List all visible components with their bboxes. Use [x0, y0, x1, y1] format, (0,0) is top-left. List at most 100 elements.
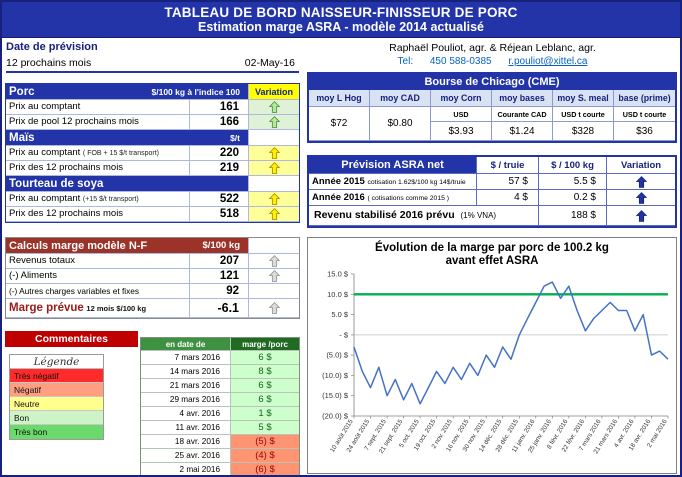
weekly-value: (5) $ — [231, 435, 299, 449]
weekly-row: 11 avr. 2016 5 $ — [141, 421, 299, 435]
weekly-date: 4 avr. 2016 — [141, 407, 231, 421]
price-row: Prix au comptant 161 — [6, 100, 299, 115]
svg-text:(20.0) $: (20.0) $ — [322, 412, 349, 421]
section-title: Porc — [9, 85, 35, 98]
asra-row: Année 2015 cotisation 1.62$/100 kg 14$/t… — [309, 174, 675, 190]
variation-cell — [249, 269, 299, 284]
cme-grid: moy L Hog moy CAD moy Corn moy bases moy S. … — [309, 90, 675, 141]
asra-stabilized-row: Revenu stabilisé 2016 prévu (1% VNA) 188 … — [309, 206, 675, 226]
margin-calc-table: Calculs marge modèle N-F $/100 kg Revenus … — [5, 237, 300, 319]
asra-value-100kg: 0.2 $ — [539, 190, 607, 206]
price-row: Prix des 12 prochains mois 518 — [6, 207, 299, 222]
svg-text:5.0 $: 5.0 $ — [331, 310, 349, 319]
price-section-header: Tourteau de soya — [6, 176, 299, 192]
svg-text:10.0 $: 10.0 $ — [327, 290, 349, 299]
asra-value-truie: 4 $ — [477, 190, 539, 206]
cme-value: $0.80 — [370, 107, 431, 141]
variation-cell — [607, 206, 675, 226]
asra-stabilized-value: 188 $ — [539, 206, 607, 226]
variation-cell — [607, 190, 675, 206]
weekly-row: 29 mars 2016 6 $ — [141, 393, 299, 407]
margin-line-chart: 15.0 $ 10.0 $ 5.0 $ - $ (5.0) $ (10.0) $ (15.0… — [322, 270, 669, 456]
svg-text:15.0 $: 15.0 $ — [327, 270, 349, 279]
margin-table-header: Calculs marge modèle N-F $/100 kg — [6, 238, 299, 254]
margin-title: Calculs marge modèle N-F — [9, 239, 148, 252]
price-label: Prix des 12 prochains mois — [6, 207, 190, 222]
contact-links: Tel: 450 588-0385 r.pouliot@xittel.ca — [304, 56, 680, 67]
forecast-row: 12 prochains mois 02-May-16 — [6, 55, 299, 73]
margin-row: (-) Aliments 121 — [6, 269, 299, 284]
asra-value-100kg: 5.5 $ — [539, 174, 607, 190]
variation-cell — [249, 207, 299, 222]
asra-value-truie: 57 $ — [477, 174, 539, 190]
variation-cell — [249, 299, 299, 318]
variation-cell — [249, 146, 299, 161]
margin-row: (-) Autres charges variables et fixes 92 — [6, 284, 299, 299]
margin-label: Revenus totaux — [6, 254, 190, 269]
weekly-date: 7 mars 2016 — [141, 351, 231, 365]
variation-cell — [249, 192, 299, 207]
variation-cell — [249, 115, 299, 130]
legend-item: Très négatif — [10, 369, 103, 383]
up-arrow-icon — [268, 193, 280, 205]
margin-row: Marge prévue 12 mois $/100 kg -6.1 — [6, 299, 299, 318]
weekly-date: 29 mars 2016 — [141, 393, 231, 407]
weekly-header: en date de marge /porc — [141, 338, 299, 351]
weekly-row: 4 avr. 2016 1 $ — [141, 407, 299, 421]
section-unit: $/t — [230, 132, 240, 143]
price-value: 166 — [190, 115, 249, 130]
weekly-value: 6 $ — [231, 351, 299, 365]
weekly-date: 14 mars 2016 — [141, 365, 231, 379]
weekly-value: (6) $ — [231, 463, 299, 475]
email-link[interactable]: r.pouliot@xittel.ca — [508, 56, 588, 67]
variation-cell — [249, 161, 299, 176]
up-arrow-icon — [268, 255, 280, 267]
phone-number[interactable]: 450 588-0385 — [429, 56, 492, 67]
variation-header-empty — [249, 176, 299, 192]
margin-label: (-) Aliments — [6, 269, 190, 284]
weekly-value: 8 $ — [231, 365, 299, 379]
legend-item: Bon — [10, 411, 103, 425]
asra-stabilized-label: Revenu stabilisé 2016 prévu (1% VNA) — [309, 206, 539, 226]
margin-value: -6.1 — [190, 299, 249, 318]
weekly-value: 6 $ — [231, 393, 299, 407]
weekly-value-header: marge /porc — [231, 338, 299, 351]
margin-label: Marge prévue 12 mois $/100 kg — [6, 299, 190, 318]
asra-title: Prévision ASRA net — [309, 157, 477, 174]
contact-info: Raphaël Pouliot, agr. & Réjean Leblanc, … — [304, 41, 680, 67]
svg-text:(10.0) $: (10.0) $ — [322, 371, 349, 380]
up-arrow-icon — [268, 270, 280, 282]
svg-text:(15.0) $: (15.0) $ — [322, 391, 349, 400]
variation-cell — [249, 100, 299, 115]
asra-row: Année 2016 ( cotisations comme 2015 ) 4 $… — [309, 190, 675, 206]
up-arrow-icon — [268, 162, 280, 174]
price-row: Prix des 12 prochains mois 219 — [6, 161, 299, 176]
cme-column-header: moy bases — [492, 90, 553, 107]
legend-box: Légende Très négatif Négatif Neutre Bon Très … — [9, 354, 104, 440]
title-line1: TABLEAU DE BORD NAISSEUR-FINISSEUR DE PO… — [164, 5, 518, 20]
legend-item: Très bon — [10, 425, 103, 439]
up-arrow-icon — [268, 208, 280, 220]
margin-chart: Évolution de la marge par porc de 100.2 … — [307, 237, 677, 474]
up-arrow-icon — [268, 302, 280, 314]
price-label: Prix au comptant ( FOB + 15 $/t transpor… — [6, 146, 190, 161]
comments-header: Commentaires — [5, 331, 138, 347]
weekly-value: 5 $ — [231, 421, 299, 435]
cme-table: Bourse de Chicago (CME) moy L Hog moy CAD… — [307, 72, 677, 143]
price-value: 518 — [190, 207, 249, 222]
cme-column-header: base (prime) — [614, 90, 675, 107]
cme-value: $72 — [309, 107, 370, 141]
price-label: Prix des 12 prochains mois — [6, 161, 190, 176]
chart-title: Évolution de la marge par porc de 100.2 … — [308, 238, 676, 268]
cme-value: $3.93 — [431, 122, 492, 141]
legend-item: Négatif — [10, 383, 103, 397]
cme-sub-header: USD — [431, 107, 492, 122]
contact-names: Raphaël Pouliot, agr. & Réjean Leblanc, … — [389, 42, 596, 54]
forecast-period: 12 prochains mois — [6, 57, 92, 69]
cme-column-header: moy S. meal — [553, 90, 614, 107]
chart-title-line2: avant effet ASRA — [445, 255, 539, 267]
margin-value: 92 — [190, 284, 249, 299]
cme-sub-header: Courante CAD — [492, 107, 553, 122]
weekly-date-header: en date de — [141, 338, 231, 351]
